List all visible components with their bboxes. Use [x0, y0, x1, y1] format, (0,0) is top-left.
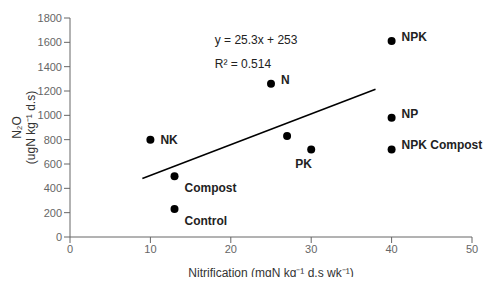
svg-text:200: 200: [44, 207, 62, 219]
svg-text:50: 50: [466, 243, 478, 255]
svg-text:1400: 1400: [38, 61, 62, 73]
svg-text:NPK: NPK: [402, 30, 428, 44]
svg-text:NK: NK: [160, 133, 178, 147]
svg-text:NPK Compost: NPK Compost: [402, 138, 483, 152]
svg-text:Compost: Compost: [185, 181, 237, 195]
svg-text:0: 0: [67, 243, 73, 255]
svg-text:30: 30: [305, 243, 317, 255]
svg-text:40: 40: [385, 243, 397, 255]
svg-text:Nitrification (mgN kg⁻¹ d.s wk: Nitrification (mgN kg⁻¹ d.s wk⁻¹): [188, 266, 353, 277]
svg-text:N: N: [281, 73, 290, 87]
svg-text:20: 20: [225, 243, 237, 255]
svg-text:PK: PK: [295, 157, 312, 171]
svg-text:400: 400: [44, 182, 62, 194]
svg-text:N₂O(ugN kg⁻¹ d.s): N₂O(ugN kg⁻¹ d.s): [10, 91, 38, 164]
svg-text:800: 800: [44, 134, 62, 146]
svg-text:600: 600: [44, 158, 62, 170]
svg-text:NP: NP: [402, 107, 419, 121]
html-text:R² = 0.514: R² = 0.514: [214, 57, 272, 72]
svg-text:10: 10: [144, 243, 156, 255]
svg-text:1600: 1600: [38, 36, 62, 48]
svg-text:1800: 1800: [38, 12, 62, 24]
svg-text:0: 0: [56, 231, 62, 243]
svg-text:1000: 1000: [38, 109, 62, 121]
svg-text:1200: 1200: [38, 85, 62, 97]
svg-text:Control: Control: [185, 214, 228, 228]
html-text:y = 25.3x + 253: y = 25.3x + 253: [214, 33, 298, 48]
